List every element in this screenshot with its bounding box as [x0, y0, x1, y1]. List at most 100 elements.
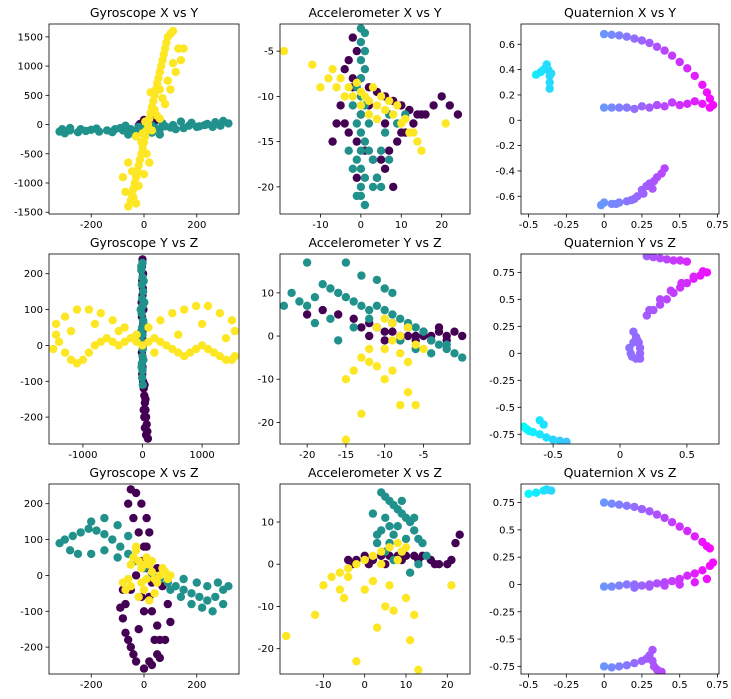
scatter-point: [87, 549, 96, 559]
scatter-point: [139, 276, 148, 286]
scatter-point: [326, 314, 335, 323]
scatter-point: [622, 32, 631, 41]
scatter-point: [690, 97, 699, 106]
scatter-point: [410, 513, 419, 522]
x-tick-label: 0.5: [672, 220, 688, 231]
scatter-point: [332, 119, 341, 128]
y-tick-label: 0.4: [499, 65, 515, 76]
scatter-point: [166, 617, 175, 627]
scatter-point: [310, 610, 320, 620]
scatter-point: [368, 551, 378, 560]
scatter-point: [445, 101, 454, 110]
scatter-point: [384, 96, 394, 106]
scatter-point: [203, 582, 212, 591]
scatter-point: [163, 76, 172, 85]
scatter-point: [708, 558, 718, 567]
y-tick-label: -0.75: [489, 430, 515, 441]
scatter-point: [114, 326, 123, 336]
scatter-point: [176, 56, 186, 65]
scatter-point: [615, 103, 624, 112]
scatter-point: [137, 362, 146, 372]
x-tick-label: -0.5: [519, 680, 539, 691]
scatter-point: [352, 657, 361, 666]
scatter-point: [648, 184, 657, 193]
y-tick-label: 0: [37, 120, 43, 131]
subplot-title: Gyroscope X vs Y: [90, 5, 199, 20]
scatter-point: [203, 119, 212, 129]
y-tick-label: -200: [20, 643, 43, 654]
scatter-point: [660, 102, 669, 111]
scatter-point: [385, 581, 394, 590]
scatter-point: [147, 556, 157, 566]
scatter-point: [65, 546, 75, 555]
scatter-point: [139, 170, 149, 179]
scatter-point: [145, 158, 154, 167]
scatter-point: [539, 420, 548, 429]
scatter-point: [389, 606, 398, 615]
y-tick-label: 0.25: [493, 553, 515, 564]
scatter-point: [352, 560, 361, 569]
scatter-point: [140, 423, 150, 433]
scatter-point: [100, 530, 109, 539]
scatter-point: [127, 167, 137, 176]
scatter-point: [555, 436, 564, 444]
scatter-point: [630, 502, 639, 512]
x-tick-label: -1000: [68, 450, 97, 461]
scatter-point: [360, 200, 370, 210]
scatter-point: [118, 614, 128, 623]
scatter-point: [615, 500, 624, 509]
scatter-point: [548, 435, 558, 444]
scatter-point: [627, 195, 636, 205]
scatter-point: [434, 340, 444, 349]
y-tick-label: 0.6: [499, 40, 515, 51]
scatter-point: [705, 94, 715, 103]
scatter-point: [66, 326, 76, 336]
scatter-point: [596, 200, 606, 210]
scatter-point: [630, 583, 639, 592]
scatter-point: [51, 330, 61, 339]
scatter-point: [60, 348, 70, 357]
scatter-point: [191, 301, 201, 311]
scatter-point: [208, 607, 217, 616]
scatter-point: [344, 564, 353, 573]
scatter-point: [156, 316, 165, 325]
scatter-point: [118, 173, 128, 182]
scatter-point: [140, 298, 149, 307]
subplot-title: Quaternion X vs Y: [564, 5, 676, 20]
x-tick-label: -5: [418, 450, 428, 461]
scatter-point: [168, 309, 177, 318]
scatter-point: [372, 301, 382, 310]
y-tick-label: -20: [258, 644, 274, 655]
x-tick-label: 0: [139, 450, 145, 461]
scatter-point: [139, 542, 149, 551]
y-tick-label: -20: [258, 182, 274, 193]
scatter-point: [136, 305, 145, 314]
scatter-point: [627, 352, 637, 361]
scatter-point: [356, 128, 366, 137]
scatter-point: [340, 65, 349, 74]
plot-area: [49, 255, 239, 443]
scatter-point: [144, 323, 153, 332]
scatter-point: [389, 530, 398, 539]
scatter-point: [197, 319, 207, 329]
scatter-point: [92, 526, 101, 535]
scatter-point: [352, 46, 361, 56]
scatter-point: [401, 534, 411, 544]
subplot-title: Quaternion Y vs Z: [564, 235, 676, 250]
scatter-point: [349, 323, 358, 332]
scatter-point: [145, 596, 154, 605]
scatter-point: [409, 128, 418, 137]
scatter-point: [155, 85, 164, 94]
y-tick-label: -0.6: [495, 192, 515, 203]
scatter-point: [365, 357, 374, 367]
scatter-point: [211, 118, 220, 127]
scatter-point: [660, 581, 669, 590]
scatter-point: [393, 101, 402, 110]
scatter-point: [401, 114, 410, 124]
subplot-3: Quaternion X vs Y -0.5 -0.25 0 0.25 0.5 0.75 -0…: [495, 5, 728, 231]
scatter-point: [690, 578, 699, 587]
scatter-point: [357, 323, 366, 332]
scatter-point: [134, 528, 143, 537]
scatter-point: [176, 117, 186, 126]
scatter-point: [542, 433, 551, 442]
